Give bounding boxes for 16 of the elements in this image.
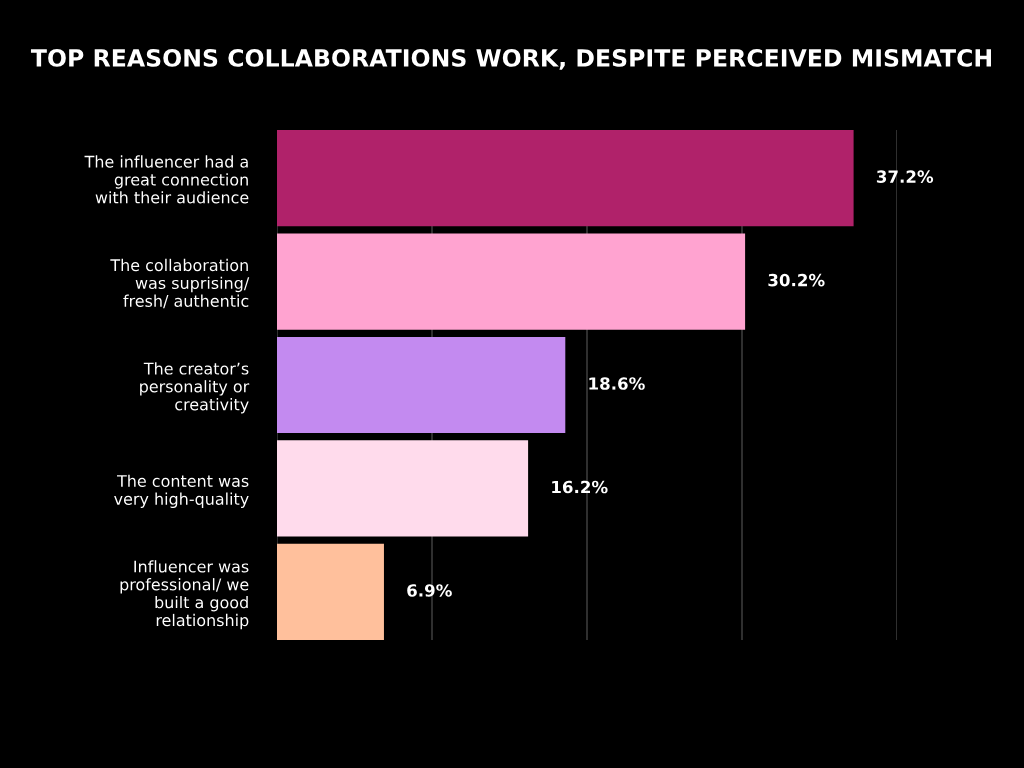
data-label: 30.2%: [768, 273, 825, 287]
data-label: 6.9%: [407, 584, 452, 597]
y-tick-label: The content was very high-quality: [114, 474, 249, 508]
bar: [277, 543, 384, 640]
bar: [277, 233, 746, 330]
bar: [277, 130, 854, 227]
y-tick-label: Influencer was professional/ we built a good relationship: [120, 560, 249, 630]
data-label: 16.2%: [552, 480, 608, 494]
chart-title: TOP REASONS COLLABORATIONS WORK, DESPITE PERCEIVED MISMATCH: [30, 48, 991, 70]
bar: [277, 336, 566, 434]
y-tick-label: The influencer had a great connection with their audience: [84, 155, 249, 204]
y-tick-label: The creator’s personality or creativity: [140, 362, 250, 414]
y-tick-label: The collaboration was suprising/ fresh/ authentic: [110, 258, 250, 309]
bar: [277, 440, 529, 537]
data-label: 37.2%: [876, 170, 934, 183]
data-label: 18.6%: [589, 377, 645, 390]
